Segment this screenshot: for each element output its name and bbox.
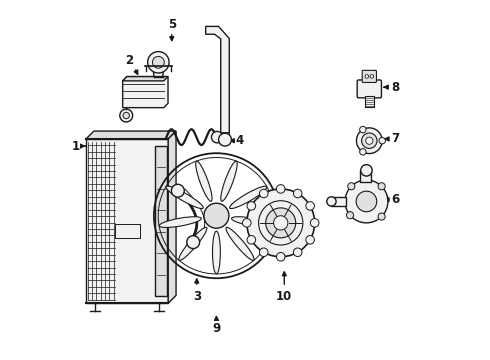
Circle shape: [276, 252, 285, 261]
Circle shape: [366, 137, 373, 144]
Text: 1: 1: [71, 140, 79, 153]
Circle shape: [362, 133, 377, 148]
Circle shape: [327, 197, 336, 206]
Circle shape: [123, 112, 129, 119]
Polygon shape: [122, 77, 168, 108]
Text: 2: 2: [125, 54, 133, 67]
Ellipse shape: [230, 186, 267, 208]
Circle shape: [187, 236, 199, 249]
Bar: [115, 224, 140, 238]
Circle shape: [152, 57, 164, 68]
Ellipse shape: [226, 227, 254, 260]
Polygon shape: [122, 77, 168, 81]
Bar: [155, 146, 168, 296]
Circle shape: [361, 165, 372, 176]
Text: 4: 4: [236, 134, 244, 147]
Circle shape: [356, 128, 382, 154]
FancyBboxPatch shape: [331, 197, 346, 206]
Circle shape: [247, 202, 256, 210]
Circle shape: [306, 235, 315, 244]
Text: 6: 6: [391, 193, 399, 206]
Circle shape: [345, 180, 388, 223]
Circle shape: [204, 203, 229, 228]
Text: 5: 5: [168, 18, 176, 31]
Circle shape: [276, 185, 285, 193]
Circle shape: [365, 75, 368, 78]
Circle shape: [306, 202, 315, 210]
Circle shape: [379, 138, 386, 144]
FancyBboxPatch shape: [360, 170, 371, 182]
Circle shape: [346, 212, 354, 219]
Circle shape: [247, 235, 256, 244]
Text: 10: 10: [276, 289, 293, 303]
FancyBboxPatch shape: [362, 70, 376, 82]
Ellipse shape: [159, 217, 201, 228]
Ellipse shape: [221, 161, 237, 201]
Ellipse shape: [166, 186, 203, 208]
Circle shape: [370, 75, 373, 78]
Circle shape: [266, 208, 296, 238]
Text: 7: 7: [391, 132, 399, 145]
Circle shape: [378, 183, 385, 190]
Ellipse shape: [179, 227, 207, 260]
Circle shape: [348, 183, 355, 190]
Circle shape: [260, 248, 268, 257]
Text: 8: 8: [391, 81, 399, 94]
Circle shape: [260, 189, 268, 198]
Circle shape: [219, 133, 231, 146]
Text: 9: 9: [212, 322, 220, 335]
Polygon shape: [168, 131, 176, 303]
Circle shape: [360, 149, 366, 155]
Circle shape: [120, 109, 133, 122]
Text: 3: 3: [193, 289, 201, 303]
Circle shape: [147, 51, 169, 73]
Circle shape: [172, 184, 184, 197]
Polygon shape: [86, 131, 176, 139]
Circle shape: [294, 248, 302, 257]
Circle shape: [247, 189, 315, 257]
FancyBboxPatch shape: [357, 80, 381, 98]
Circle shape: [360, 126, 366, 133]
Polygon shape: [206, 26, 229, 137]
Ellipse shape: [232, 217, 273, 228]
Circle shape: [273, 216, 288, 230]
Circle shape: [294, 189, 302, 198]
Circle shape: [243, 219, 251, 227]
Circle shape: [310, 219, 319, 227]
Circle shape: [378, 213, 385, 220]
Circle shape: [356, 191, 377, 212]
Bar: [86, 139, 168, 303]
Circle shape: [211, 131, 223, 143]
FancyBboxPatch shape: [365, 96, 374, 107]
Ellipse shape: [196, 161, 212, 201]
Ellipse shape: [213, 231, 220, 274]
